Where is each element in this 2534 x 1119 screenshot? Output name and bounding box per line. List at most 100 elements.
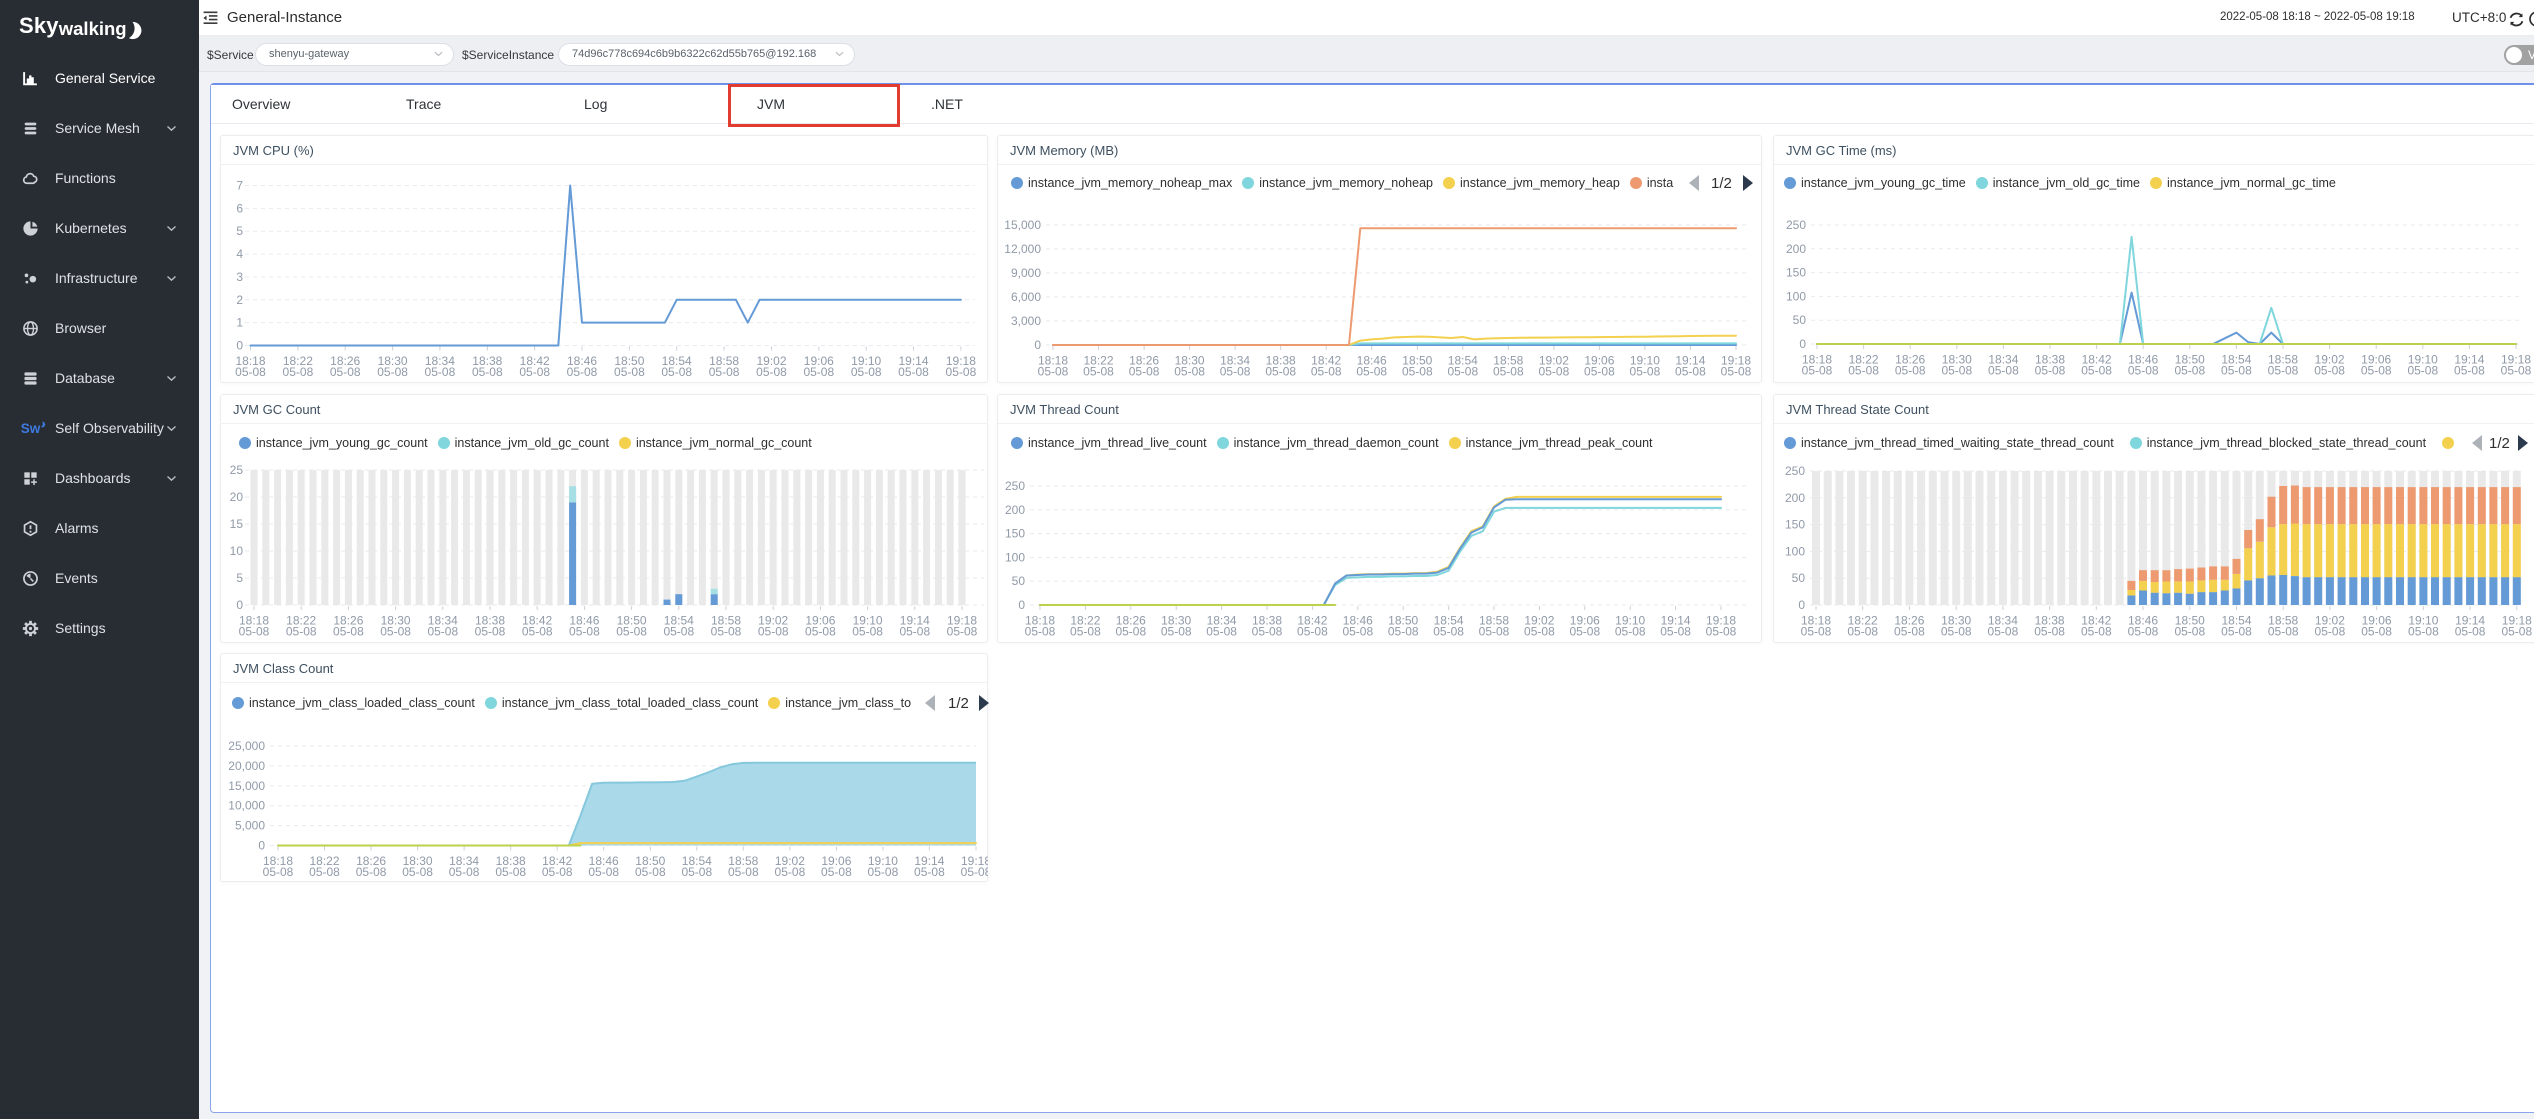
svg-text:18:18: 18:18 [1038,354,1068,368]
svg-text:05-08: 05-08 [775,865,806,879]
svg-text:05-08: 05-08 [1356,365,1387,379]
svg-text:05-08: 05-08 [1220,365,1251,379]
svg-text:05-08: 05-08 [1479,625,1510,639]
svg-text:05-08: 05-08 [661,365,692,379]
svg-text:18:58: 18:58 [2268,614,2298,628]
svg-text:19:10: 19:10 [2408,353,2438,367]
svg-text:05-08: 05-08 [1115,625,1146,639]
svg-text:18:30: 18:30 [1942,353,1972,367]
svg-text:18:50: 18:50 [635,854,665,868]
svg-text:05-08: 05-08 [567,365,598,379]
svg-text:05-08: 05-08 [2268,625,2299,639]
svg-text:05-08: 05-08 [711,625,742,639]
svg-text:3: 3 [236,270,243,284]
svg-text:19:02: 19:02 [1524,614,1554,628]
svg-text:100: 100 [1785,544,1805,558]
svg-text:05-08: 05-08 [681,865,712,879]
svg-text:19:18: 19:18 [1706,614,1736,628]
svg-text:19:18: 19:18 [946,354,976,368]
svg-text:05-08: 05-08 [2081,625,2112,639]
svg-text:05-08: 05-08 [1615,625,1646,639]
svg-text:18:38: 18:38 [1252,614,1282,628]
svg-text:05-08: 05-08 [1038,365,1069,379]
svg-text:05-08: 05-08 [283,365,314,379]
svg-text:6,000: 6,000 [1011,290,1041,304]
svg-text:150: 150 [1785,518,1805,532]
svg-text:19:14: 19:14 [1661,614,1691,628]
svg-text:05-08: 05-08 [427,625,458,639]
svg-text:05-08: 05-08 [1402,365,1433,379]
svg-text:05-08: 05-08 [756,365,787,379]
svg-text:18:46: 18:46 [567,354,597,368]
svg-text:19:02: 19:02 [758,614,788,628]
svg-text:05-08: 05-08 [914,865,945,879]
svg-text:18:26: 18:26 [356,854,386,868]
svg-text:05-08: 05-08 [1801,625,1832,639]
svg-text:18:18: 18:18 [1025,614,1055,628]
svg-text:05-08: 05-08 [449,865,480,879]
svg-text:18:58: 18:58 [2268,353,2298,367]
svg-text:19:14: 19:14 [2455,614,2485,628]
svg-text:05-08: 05-08 [1630,365,1661,379]
svg-text:18:26: 18:26 [333,614,363,628]
svg-text:05-08: 05-08 [1129,365,1160,379]
svg-text:19:14: 19:14 [1675,354,1705,368]
svg-text:05-08: 05-08 [309,865,340,879]
svg-text:05-08: 05-08 [1070,625,1101,639]
svg-text:05-08: 05-08 [1539,365,1570,379]
svg-text:10,000: 10,000 [228,799,265,813]
svg-text:18:34: 18:34 [428,614,458,628]
svg-text:5,000: 5,000 [235,819,265,833]
svg-text:19:02: 19:02 [2315,614,2345,628]
svg-text:05-08: 05-08 [1802,364,1833,378]
svg-text:25: 25 [230,463,244,477]
svg-text:05-08: 05-08 [851,365,882,379]
svg-text:0: 0 [1798,598,1805,612]
svg-text:05-08: 05-08 [1706,625,1737,639]
svg-text:05-08: 05-08 [2408,625,2439,639]
svg-text:20,000: 20,000 [228,759,265,773]
svg-text:18:42: 18:42 [2082,353,2112,367]
svg-text:05-08: 05-08 [1941,364,1972,378]
svg-text:05-08: 05-08 [1493,365,1524,379]
svg-text:05-08: 05-08 [898,365,929,379]
svg-text:05-08: 05-08 [1388,625,1419,639]
svg-text:19:06: 19:06 [2362,614,2392,628]
svg-text:18:58: 18:58 [709,354,739,368]
svg-text:18:30: 18:30 [1941,614,1971,628]
svg-text:200: 200 [1785,491,1805,505]
svg-text:18:38: 18:38 [475,614,505,628]
svg-text:18:58: 18:58 [711,614,741,628]
svg-text:05-08: 05-08 [2501,625,2532,639]
svg-text:05-08: 05-08 [1660,625,1691,639]
svg-text:05-08: 05-08 [868,865,899,879]
svg-text:4: 4 [236,247,243,261]
svg-text:18:58: 18:58 [1493,354,1523,368]
svg-text:7: 7 [236,179,243,193]
svg-text:05-08: 05-08 [377,365,408,379]
svg-text:19:10: 19:10 [851,354,881,368]
svg-text:18:38: 18:38 [1266,354,1296,368]
svg-text:18:50: 18:50 [617,614,647,628]
svg-text:18:30: 18:30 [1175,354,1205,368]
svg-text:18:50: 18:50 [614,354,644,368]
svg-text:05-08: 05-08 [380,625,411,639]
svg-text:05-08: 05-08 [805,625,836,639]
svg-text:18:34: 18:34 [425,354,455,368]
svg-text:150: 150 [1005,527,1025,541]
svg-text:05-08: 05-08 [2361,364,2392,378]
svg-text:05-08: 05-08 [519,365,550,379]
svg-text:18:46: 18:46 [589,854,619,868]
svg-text:05-08: 05-08 [1311,365,1342,379]
svg-text:05-08: 05-08 [2455,625,2486,639]
svg-text:19:06: 19:06 [1584,354,1614,368]
svg-text:05-08: 05-08 [2081,364,2112,378]
svg-text:18:38: 18:38 [2035,614,2065,628]
svg-text:19:02: 19:02 [1539,354,1569,368]
svg-text:05-08: 05-08 [2034,625,2065,639]
svg-text:05-08: 05-08 [2361,625,2392,639]
svg-text:18:22: 18:22 [1849,353,1879,367]
svg-text:18:54: 18:54 [682,854,712,868]
svg-text:18:42: 18:42 [1311,354,1341,368]
svg-text:05-08: 05-08 [635,865,666,879]
